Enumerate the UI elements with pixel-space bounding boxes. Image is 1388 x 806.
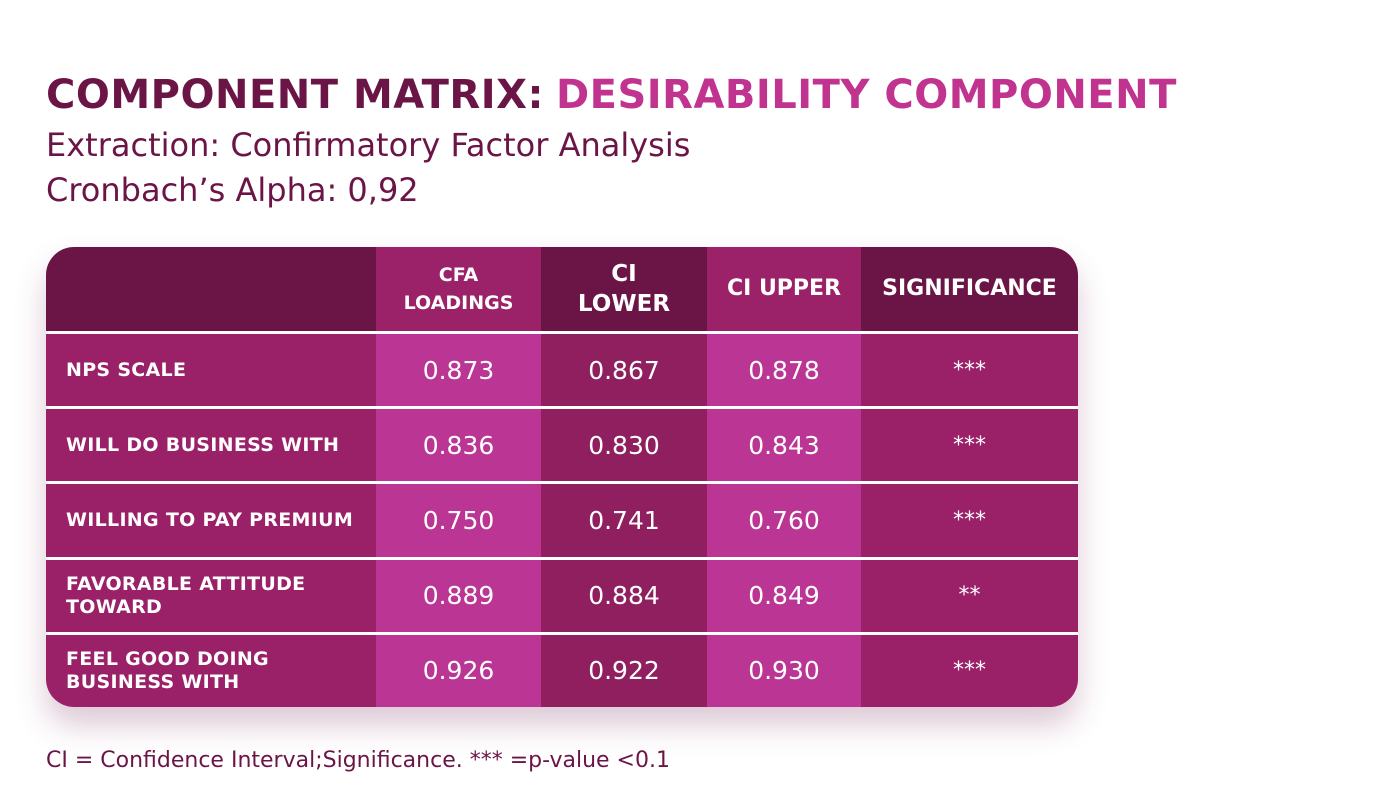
header-line: LOWER	[577, 291, 671, 317]
value-cell: 0.878	[707, 334, 861, 407]
significance: ***	[861, 334, 1078, 407]
column-header: SIGNIFICANCE	[861, 247, 1078, 331]
significance: ***	[861, 484, 1078, 557]
value-cell: 0.884	[541, 559, 707, 632]
column-header	[46, 247, 376, 331]
column-header: CFA LOADINGS	[376, 247, 541, 331]
header-line: CFA	[438, 264, 479, 286]
row-label: FAVORABLE ATTITUDE TOWARD	[46, 559, 376, 632]
title-main: COMPONENT MATRIX:	[46, 72, 544, 118]
value-cell: 0.922	[541, 634, 707, 707]
row-label: WILL DO BUSINESS WITH	[46, 409, 376, 482]
title-highlight: DESIRABILITY COMPONENT	[555, 72, 1177, 118]
label-line: WILLING TO PAY PREMIUM	[66, 508, 354, 531]
value-cell: 0.867	[541, 334, 707, 407]
value-cell: 0.930	[707, 634, 861, 707]
value-cell: 0.873	[376, 334, 541, 407]
value-cell: 0.889	[376, 559, 541, 632]
significance: **	[861, 559, 1078, 632]
value-cell: 0.836	[376, 409, 541, 482]
value-cell: 0.741	[541, 484, 707, 557]
label-line: FAVORABLE ATTITUDE	[66, 572, 306, 595]
label-line: BUSINESS WITH	[66, 670, 240, 693]
header-line: LOADINGS	[403, 292, 514, 314]
column-header: CI LOWER	[541, 247, 707, 331]
subtitle: Cronbach’s Alpha: 0,92	[46, 171, 419, 209]
header-line: CI	[611, 261, 637, 287]
label-line: TOWARD	[66, 595, 163, 618]
row-label: FEEL GOOD DOING BUSINESS WITH	[46, 634, 376, 707]
header-line: SIGNIFICANCE	[882, 276, 1057, 301]
significance: ***	[861, 409, 1078, 482]
header-line: CI UPPER	[726, 276, 842, 301]
row-label: NPS SCALE	[46, 334, 376, 407]
value-cell: 0.843	[707, 409, 861, 482]
row-label: WILLING TO PAY PREMIUM	[46, 484, 376, 557]
label-line: FEEL GOOD DOING	[66, 647, 269, 670]
footnote: CI = Confidence Interval;Significance. *…	[46, 748, 670, 773]
value-cell: 0.926	[376, 634, 541, 707]
label-line: WILL DO BUSINESS WITH	[66, 433, 340, 456]
value-cell: 0.849	[707, 559, 861, 632]
column-header: CI UPPER	[707, 247, 861, 331]
table: CFA LOADINGS CI LOWER CI UPPER SIGNIFICANCE NP…	[46, 247, 1078, 707]
value-cell: 0.760	[707, 484, 861, 557]
subtitle: Extraction: Confirmatory Factor Analysis	[46, 126, 691, 164]
title: COMPONENT MATRIX: DESIRABILITY COMPONENT	[46, 72, 1177, 118]
significance: ***	[861, 634, 1078, 707]
label-line: NPS SCALE	[66, 358, 187, 381]
value-cell: 0.830	[541, 409, 707, 482]
value-cell: 0.750	[376, 484, 541, 557]
